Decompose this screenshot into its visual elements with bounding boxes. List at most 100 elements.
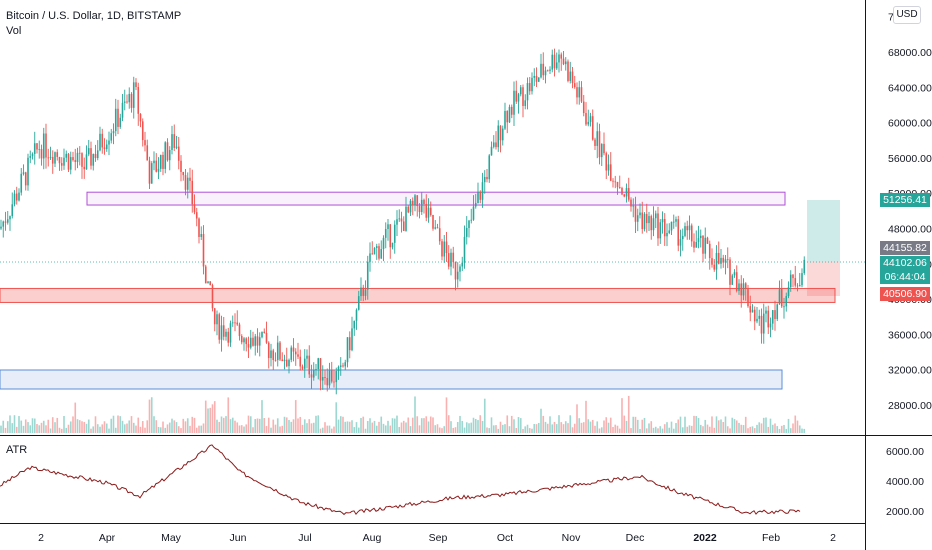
candle-body	[182, 171, 185, 176]
volume-bar	[393, 418, 396, 433]
volume-bar	[612, 426, 614, 433]
candle-body	[216, 314, 218, 325]
volume-bar	[481, 420, 484, 433]
volume-bar	[789, 428, 792, 433]
candle-body	[443, 241, 446, 257]
long-position-tool[interactable]	[807, 200, 840, 296]
candle-body	[425, 203, 428, 218]
price-axis[interactable]: 7268000.0064000.0060000.0056000.0052000.…	[888, 12, 932, 412]
candle-body	[92, 153, 95, 166]
candle-body	[747, 288, 749, 307]
candle-body	[204, 266, 207, 284]
volume-bar	[794, 415, 797, 433]
candle-body	[434, 227, 437, 229]
position-stop-area	[807, 262, 840, 296]
volume-bar	[634, 416, 637, 433]
candle-body	[657, 213, 659, 239]
candle-body	[337, 366, 340, 372]
candle-body	[297, 354, 299, 357]
candle-body	[189, 177, 191, 181]
volume-bar	[630, 428, 632, 433]
volume-bar	[240, 425, 243, 433]
volume-bar	[110, 418, 113, 433]
candle-body	[99, 133, 101, 151]
candle-body	[301, 366, 304, 369]
candle-body	[175, 146, 178, 148]
candle-body	[123, 101, 126, 103]
volume-indicator-label[interactable]: Vol	[6, 25, 22, 37]
candle-body	[164, 142, 167, 169]
volume-bar	[96, 424, 99, 433]
volume-bar	[607, 422, 610, 433]
candle-body	[506, 110, 509, 123]
volume-bar	[704, 419, 707, 433]
candle-body	[11, 204, 14, 217]
candle-body	[603, 143, 605, 154]
volume-bar	[108, 428, 110, 433]
volume-bar	[456, 422, 459, 433]
candle-body	[400, 218, 403, 222]
volume-bar	[571, 427, 574, 433]
volume-bar	[618, 428, 621, 433]
candle-body	[130, 93, 133, 108]
volume-bar	[585, 400, 587, 433]
candle-body	[146, 145, 149, 161]
volume-bar	[450, 421, 452, 433]
candle-body	[546, 70, 549, 72]
volume-bar	[549, 416, 551, 433]
volume-bar	[454, 427, 457, 433]
volume-bar	[414, 396, 416, 433]
volume-bar	[452, 427, 455, 433]
atr-indicator-label[interactable]: ATR	[6, 444, 28, 456]
volume-bar	[27, 422, 29, 433]
volume-bar	[636, 419, 639, 433]
volume-bar	[49, 428, 52, 433]
volume-bar	[555, 424, 558, 433]
volume-bar	[411, 417, 414, 433]
volume-bar	[281, 425, 284, 433]
candle-body	[742, 283, 745, 296]
candle-body	[517, 94, 520, 102]
candle-body	[225, 331, 227, 337]
volume-bar	[317, 415, 320, 433]
symbol-title[interactable]: Bitcoin / U.S. Dollar, 1D, BITSTAMP	[6, 10, 182, 22]
candle-body	[279, 342, 281, 360]
volume-bar	[445, 397, 448, 433]
candle-body	[785, 296, 788, 307]
volume-bar	[778, 428, 781, 433]
volume-bar	[540, 408, 542, 433]
candle-body	[618, 187, 621, 189]
volume-bar	[486, 427, 488, 433]
candle-body	[648, 216, 650, 224]
candle-body	[31, 153, 34, 157]
candle-body	[555, 62, 558, 69]
volume-bar	[506, 415, 509, 433]
atr-axis[interactable]: 6000.00 4000.00 2000.00	[886, 446, 924, 518]
candle-body	[112, 131, 115, 134]
volume-bar	[369, 418, 371, 433]
candle-body	[63, 157, 65, 166]
candle-body	[650, 216, 653, 231]
volume-bar	[771, 424, 774, 433]
time-tick-label: Jun	[230, 532, 247, 544]
volume-bar	[594, 425, 596, 433]
volume-bar	[216, 419, 218, 433]
target-price-tag: 51256.41	[880, 193, 930, 207]
candle-body	[789, 274, 792, 288]
volume-bar	[501, 424, 504, 433]
volume-bar	[204, 400, 207, 433]
time-axis[interactable]: 2 Apr May Jun Jul Aug Sep Oct Nov Dec 2022 Feb 2	[38, 532, 836, 544]
candle-body	[65, 153, 68, 158]
candle-body	[465, 228, 468, 237]
candle-body	[294, 351, 297, 355]
price-tick-label: 60000.00	[888, 118, 932, 130]
candle-body	[654, 213, 657, 219]
candle-body	[486, 176, 488, 180]
candle-body	[474, 203, 477, 207]
volume-bar	[182, 418, 185, 433]
volume-bar	[749, 426, 752, 433]
currency-button[interactable]: USD	[893, 6, 921, 24]
volume-bar	[558, 415, 560, 433]
candle-body	[202, 234, 205, 267]
